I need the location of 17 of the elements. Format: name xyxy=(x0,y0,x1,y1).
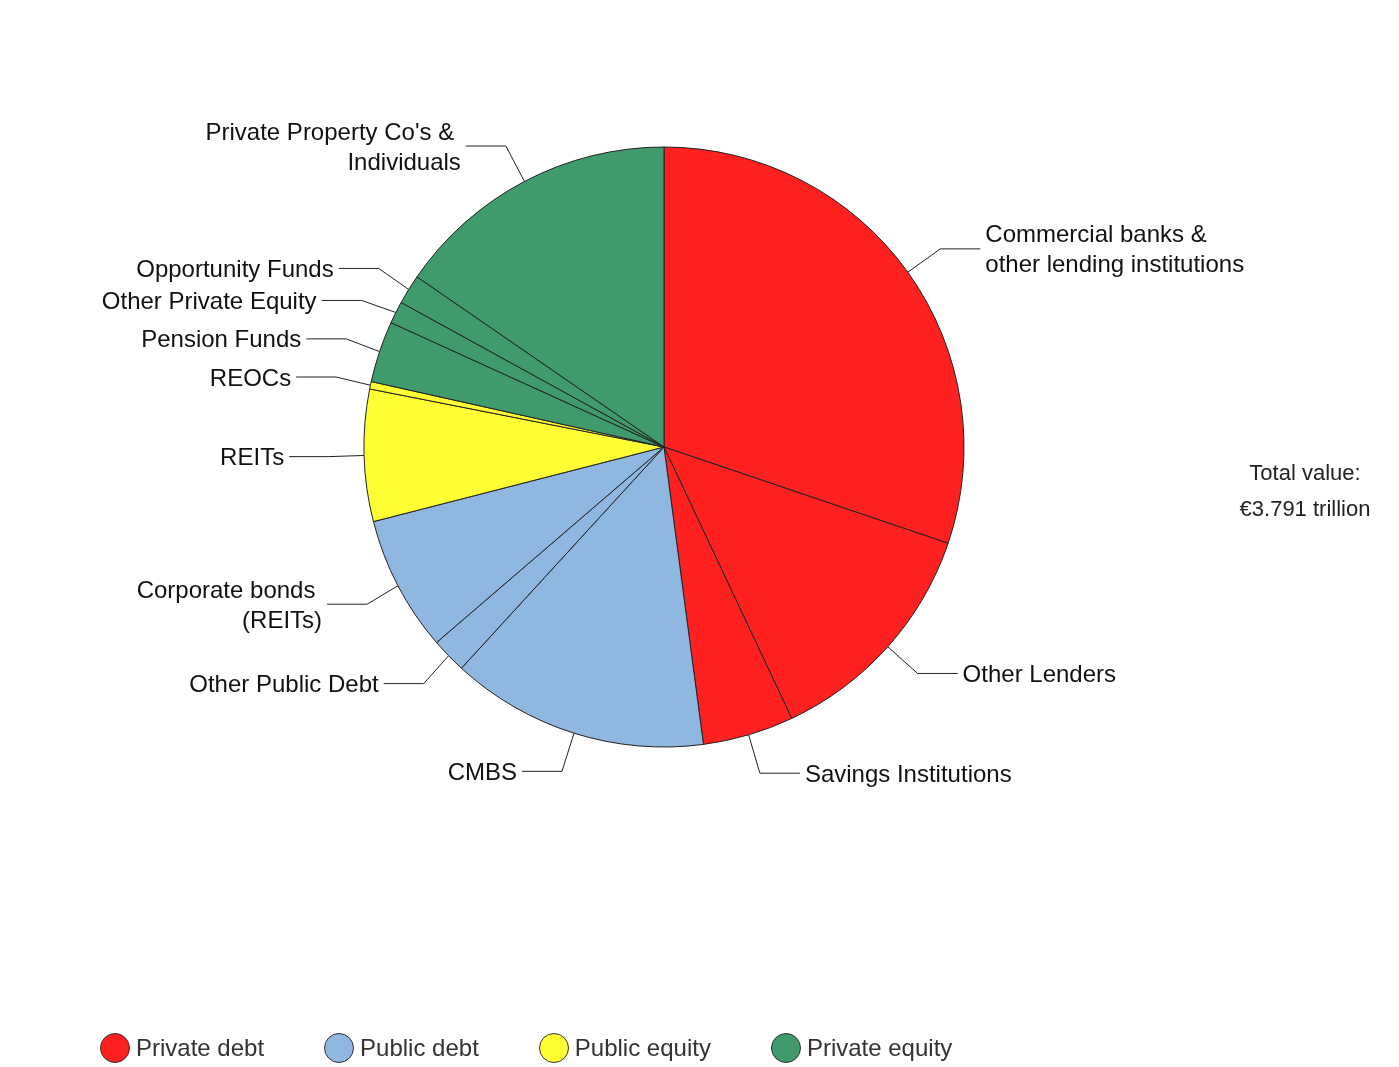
slice-label: REITs xyxy=(220,443,285,471)
text: Public equity xyxy=(574,1034,711,1062)
text: Public debt xyxy=(360,1034,479,1062)
text: Private debt xyxy=(136,1034,265,1062)
slice-label: Pension Funds xyxy=(141,325,302,353)
slice-label: Opportunity Funds xyxy=(136,254,334,282)
slice-label: Commercial banks & other lending institutions xyxy=(985,220,1245,278)
slice-label: CMBS xyxy=(447,757,517,785)
slice-label: Private Property Co's & Individuals xyxy=(205,117,461,175)
text: Private equity xyxy=(806,1034,953,1062)
slice-label: Savings Institutions xyxy=(804,759,1012,787)
slice-label: Other Public Debt xyxy=(189,670,380,698)
slice-label: Corporate bonds (REITs) xyxy=(136,575,323,633)
slice-label: Other Private Equity xyxy=(101,286,317,314)
text: Total value: €3.791 trillion xyxy=(1238,459,1372,523)
slice-label: REOCs xyxy=(209,363,292,391)
slice-label: Other Lenders xyxy=(962,659,1117,687)
